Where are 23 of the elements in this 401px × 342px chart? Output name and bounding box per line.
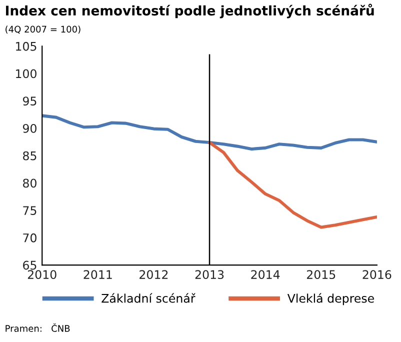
y-tick-label: 65 (23, 260, 36, 270)
y-tick-label: 75 (23, 206, 36, 215)
line-series (42, 114, 377, 151)
y-tick-label: 90 (22, 124, 36, 133)
x-tick-label: 2016 (362, 270, 392, 280)
legend-label: Základní scénář (102, 293, 196, 303)
y-tick-label: 80 (23, 178, 36, 188)
x-tick-label: 2015 (306, 270, 336, 280)
y-tick-label: 70 (23, 233, 36, 242)
x-tick-label: 2014 (251, 270, 280, 280)
x-tick-label: 2012 (140, 270, 168, 280)
y-tick-label: 105 (16, 42, 36, 51)
y-tick-label: 95 (22, 96, 36, 106)
y-tick-label: 100 (16, 69, 36, 78)
x-tick-label: 2010 (28, 270, 56, 280)
chart-title: Index cen nemovitostí podle jednotlivých scénářů (6, 4, 374, 18)
legend-label: Vleklá deprese (287, 293, 374, 306)
chart-subtitle: (4Q 2007 = 100) (6, 26, 80, 34)
x-tick-label: 2013 (195, 270, 224, 280)
text: Pramen: ČNB (6, 323, 70, 332)
x-tick-label: 2011 (84, 270, 112, 280)
y-tick-label: 85 (23, 151, 36, 160)
line-series (208, 140, 377, 229)
